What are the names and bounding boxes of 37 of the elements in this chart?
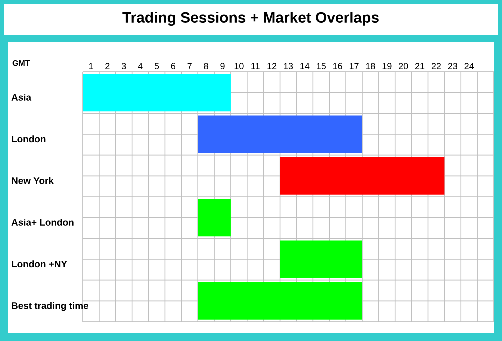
y-tick-label: New York bbox=[12, 177, 54, 184]
x-tick-label: 4 bbox=[138, 63, 143, 70]
bar bbox=[280, 240, 362, 278]
x-tick-label: 14 bbox=[300, 63, 310, 70]
x-tick-label: 8 bbox=[204, 63, 208, 70]
x-tick-label: 22 bbox=[432, 63, 441, 70]
x-tick-label: 19 bbox=[382, 63, 392, 70]
bar bbox=[198, 282, 362, 320]
x-tick-label: 2 bbox=[106, 63, 110, 70]
x-tick-label: 23 bbox=[448, 63, 458, 70]
bar bbox=[83, 74, 231, 112]
x-tick-label: 20 bbox=[399, 63, 408, 70]
chart-title: Trading Sessions + Market Overlaps bbox=[122, 12, 379, 26]
x-tick-label: 11 bbox=[252, 63, 260, 70]
y-tick-label: Asia bbox=[12, 94, 32, 101]
y-tick-label: Asia+ London bbox=[12, 218, 74, 226]
x-tick-label: 10 bbox=[234, 63, 244, 70]
y-tick-label: London +NY bbox=[12, 260, 68, 268]
x-tick-label: 17 bbox=[350, 63, 359, 70]
x-tick-label: 5 bbox=[154, 63, 160, 70]
x-tick-label: 21 bbox=[415, 63, 425, 70]
x-tick-label: 13 bbox=[284, 63, 294, 70]
x-tick-label: 16 bbox=[334, 63, 342, 70]
x-tick-label: 9 bbox=[220, 63, 225, 70]
y-tick-label: Best trading time bbox=[12, 302, 88, 312]
x-tick-label: 6 bbox=[171, 63, 176, 70]
y-tick-label: London bbox=[12, 136, 46, 143]
bar bbox=[198, 116, 362, 154]
bar bbox=[198, 199, 231, 237]
x-tick-label: 12 bbox=[268, 63, 277, 70]
x-tick-label: 18 bbox=[366, 63, 376, 70]
x-tick-label: 7 bbox=[188, 63, 192, 70]
x-tick-label: 1 bbox=[89, 63, 94, 70]
x-tick-label: 15 bbox=[317, 63, 326, 70]
x-tick-label: 24 bbox=[464, 63, 474, 70]
x-tick-label: 3 bbox=[122, 63, 126, 70]
bar bbox=[280, 157, 445, 195]
